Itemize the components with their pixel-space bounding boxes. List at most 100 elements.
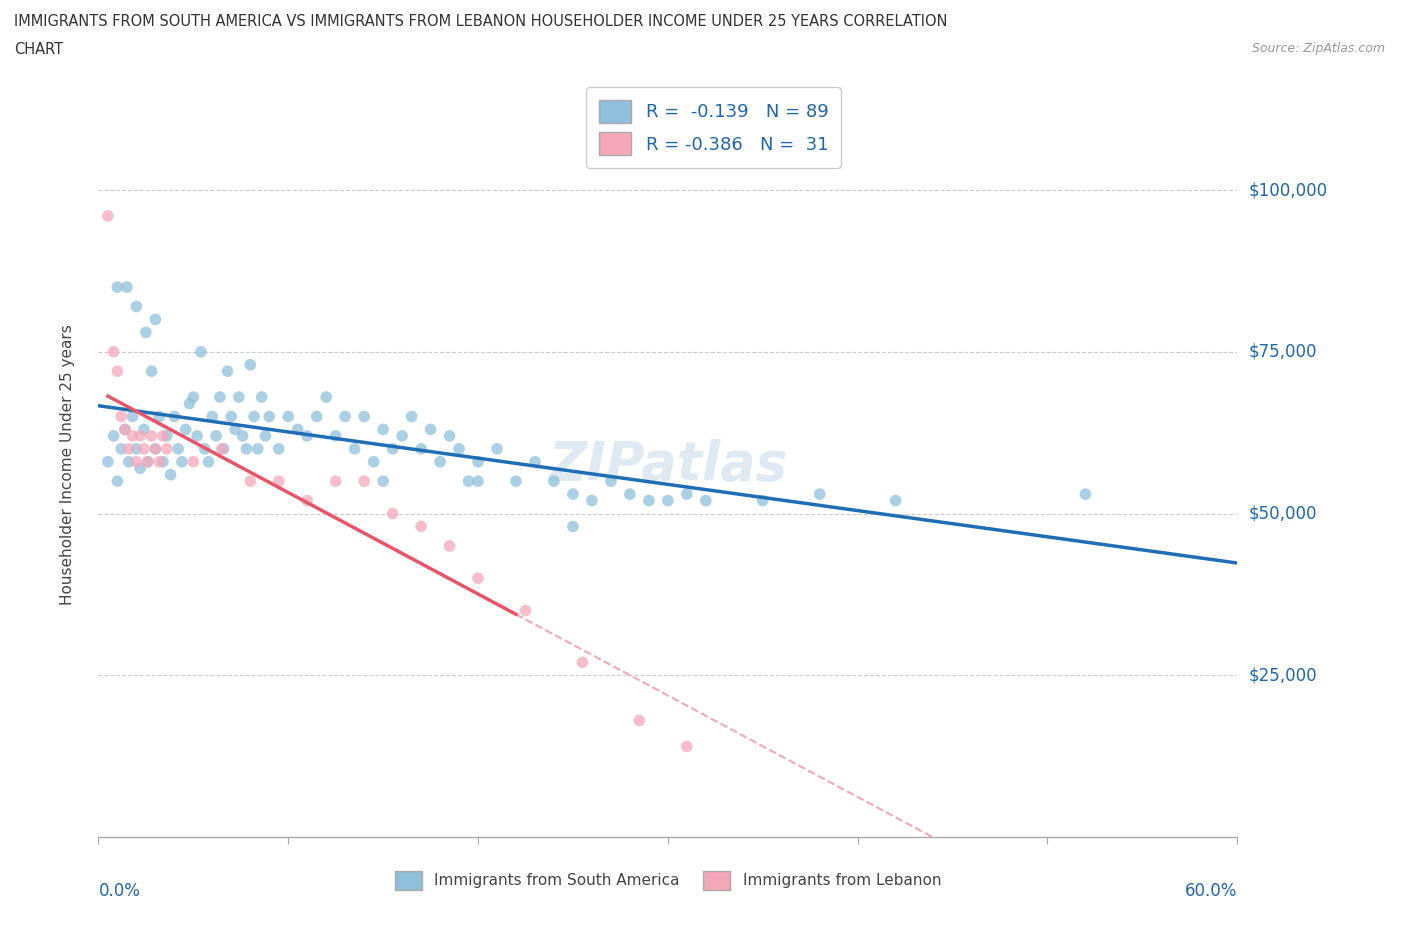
Point [183,390,205,405]
Point [246,442,269,457]
Point [159,467,181,482]
Point [439,429,461,444]
Point [401,409,423,424]
Point [676,739,699,754]
Point [467,473,489,488]
Text: 60.0%: 60.0% [1185,882,1237,899]
Point [391,429,413,444]
Point [524,455,547,470]
Point [208,390,231,405]
Point [156,442,179,457]
Point [152,455,174,470]
Point [267,442,290,457]
Point [217,364,239,379]
Point [201,409,224,424]
Point [211,442,233,457]
Point [277,409,299,424]
Point [381,506,404,521]
Point [114,422,136,437]
Text: $100,000: $100,000 [1249,181,1327,199]
Point [136,455,159,470]
Point [205,429,228,444]
Point [136,455,159,470]
Point [183,455,205,470]
Point [141,364,163,379]
Point [808,486,831,501]
Point [125,455,148,470]
Point [297,429,319,444]
Point [305,409,328,424]
Point [212,442,235,457]
Point [235,442,257,457]
Point [110,409,132,424]
Point [515,604,537,618]
Text: ZIPatlas: ZIPatlas [548,439,787,491]
Point [371,422,394,437]
Point [259,409,281,424]
Point [110,442,132,457]
Point [363,455,385,470]
Text: IMMIGRANTS FROM SOUTH AMERICA VS IMMIGRANTS FROM LEBANON HOUSEHOLDER INCOME UNDE: IMMIGRANTS FROM SOUTH AMERICA VS IMMIGRA… [14,14,948,29]
Point [543,473,565,488]
Point [315,390,337,405]
Point [103,429,125,444]
Point [752,493,775,508]
Point [115,280,138,295]
Point [148,455,170,470]
Point [107,280,129,295]
Point [562,486,585,501]
Point [505,473,527,488]
Point [449,442,471,457]
Text: Source: ZipAtlas.com: Source: ZipAtlas.com [1251,42,1385,55]
Point [239,473,262,488]
Point [197,455,219,470]
Point [132,422,155,437]
Point [97,208,120,223]
Point [243,409,266,424]
Point [228,390,250,405]
Point [581,493,603,508]
Point [486,442,509,457]
Text: $75,000: $75,000 [1249,343,1317,361]
Point [335,409,357,424]
Point [353,473,375,488]
Point [170,455,193,470]
Point [250,390,273,405]
Point [97,455,120,470]
Point [156,429,179,444]
Point [190,344,212,359]
Point [657,493,679,508]
Point [232,429,254,444]
Point [619,486,641,501]
Point [163,409,186,424]
Point [571,655,593,670]
Point [267,473,290,488]
Point [676,486,699,501]
Point [638,493,661,508]
Point [429,455,451,470]
Point [129,460,152,475]
Point [179,396,201,411]
Point [129,429,152,444]
Point [254,429,277,444]
Point [125,299,148,314]
Text: $50,000: $50,000 [1249,504,1317,523]
Point [107,364,129,379]
Point [125,442,148,457]
Point [107,473,129,488]
Point [381,442,404,457]
Point [439,538,461,553]
Point [325,429,347,444]
Point [371,473,394,488]
Point [239,357,262,372]
Point [884,493,907,508]
Point [600,473,623,488]
Point [467,455,489,470]
Point [221,409,243,424]
Point [145,442,167,457]
Point [114,422,136,437]
Legend: Immigrants from South America, Immigrants from Lebanon: Immigrants from South America, Immigrant… [388,865,948,897]
Point [141,429,163,444]
Point [287,422,309,437]
Point [419,422,441,437]
